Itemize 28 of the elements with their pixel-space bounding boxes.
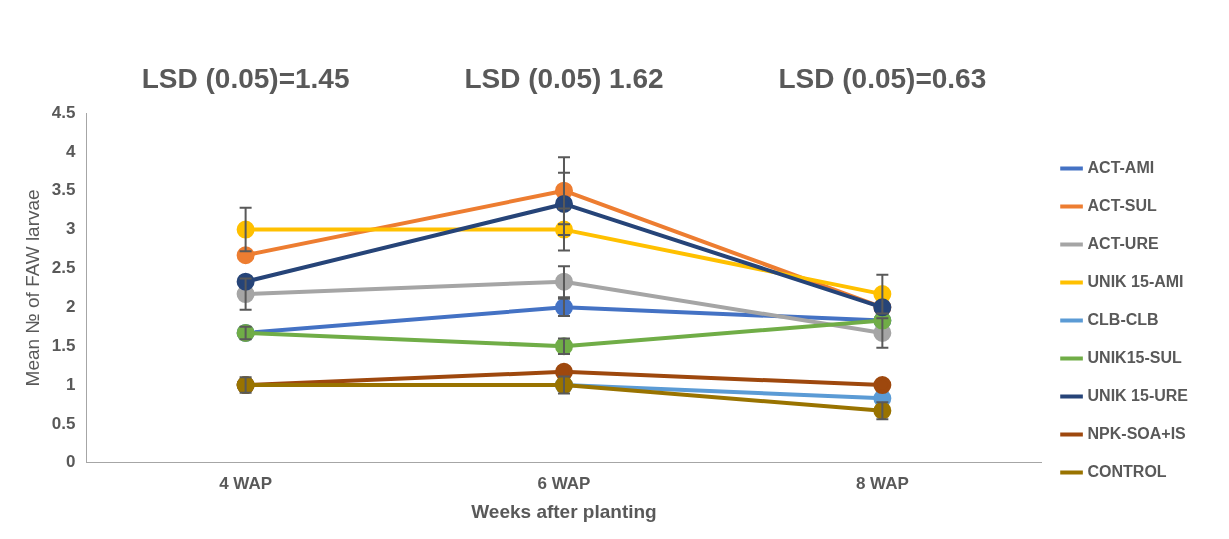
x-tick-label: 6 WAP [537, 473, 591, 493]
legend-label: CONTROL [1087, 462, 1167, 480]
legend-label: CLB-CLB [1087, 310, 1159, 328]
legend-label: ACT-SUL [1087, 196, 1158, 214]
legend-label: UNIK 15-URE [1087, 386, 1189, 404]
x-axis-title: Weeks after planting [471, 500, 657, 522]
legend-label: NPK-SOA+IS [1087, 424, 1187, 442]
y-tick-label: 3 [65, 219, 76, 239]
y-tick-label: 0.5 [51, 413, 76, 433]
y-tick-label: 2.5 [51, 258, 76, 278]
y-tick-label: 4 [65, 141, 76, 161]
legend-label: ACT-AMI [1087, 158, 1155, 176]
y-tick-label: 2 [65, 297, 76, 317]
y-tick-label: 1 [65, 374, 76, 394]
x-tick-label: 8 WAP [855, 473, 909, 493]
y-axis-title: Mean № of FAW larvae [21, 189, 43, 387]
y-tick-label: 1.5 [51, 335, 76, 355]
text: LSD (0.05) 1.62 [464, 62, 664, 94]
text: LSD (0.05)=0.63 [778, 62, 987, 94]
y-tick-label: 0 [65, 452, 76, 472]
legend-label: ACT-URE [1087, 234, 1159, 252]
legend-label: UNIK 15-AMI [1087, 272, 1184, 290]
y-tick-label: 3.5 [51, 180, 76, 200]
point [873, 376, 892, 395]
y-tick-label: 4.5 [51, 102, 76, 122]
x-tick-label: 4 WAP [219, 473, 273, 493]
text: LSD (0.05)=1.45 [141, 62, 350, 94]
legend-label: UNIK15-SUL [1087, 348, 1182, 366]
